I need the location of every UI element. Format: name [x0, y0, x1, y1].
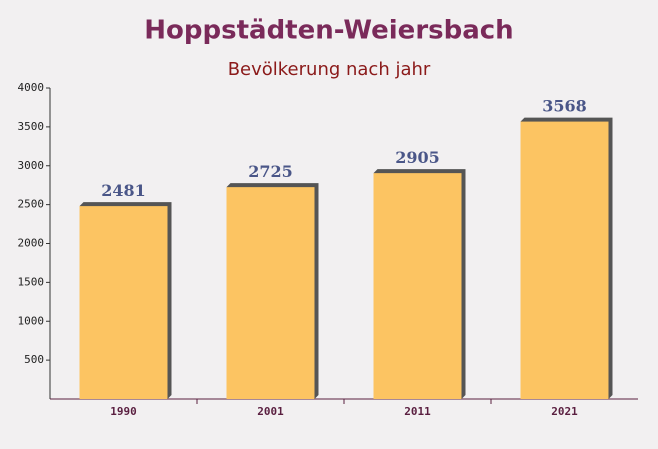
y-tick-label: 4000 [18, 81, 45, 94]
bar [79, 206, 168, 399]
bar [373, 173, 462, 399]
x-tick-label: 1990 [110, 405, 137, 418]
bar [520, 121, 609, 399]
chart-subtitle: Bevölkerung nach jahr [228, 59, 431, 80]
value-label: 2481 [101, 181, 146, 200]
x-tick-label: 2001 [257, 405, 284, 418]
value-label: 3568 [542, 97, 587, 116]
chart-title: Hoppstädten-Weiersbach [144, 16, 513, 46]
y-tick-label: 3000 [18, 159, 45, 172]
bar [226, 187, 315, 399]
y-tick-label: 3500 [18, 120, 45, 133]
y-tick-label: 1500 [18, 275, 45, 288]
y-tick-label: 2500 [18, 198, 45, 211]
x-tick-label: 2021 [551, 405, 578, 418]
y-tick-label: 2000 [18, 237, 45, 250]
y-tick-label: 500 [24, 353, 44, 366]
value-label: 2905 [395, 148, 440, 167]
y-tick-label: 1000 [18, 314, 45, 327]
value-label: 2725 [248, 162, 293, 181]
x-tick-label: 2011 [404, 405, 431, 418]
